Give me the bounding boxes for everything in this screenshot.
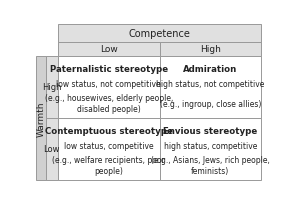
FancyBboxPatch shape [160,118,261,180]
FancyBboxPatch shape [36,57,46,180]
Text: High: High [42,83,61,92]
Text: Envious stereotype: Envious stereotype [163,126,258,135]
Text: low status, competitive: low status, competitive [64,141,154,150]
Text: (e.g., welfare recipients, poor
people): (e.g., welfare recipients, poor people) [52,155,165,175]
Text: Competence: Competence [128,29,191,39]
Text: high status, not competitive: high status, not competitive [156,79,264,88]
FancyBboxPatch shape [58,24,261,43]
Text: low status, not competitive: low status, not competitive [57,79,161,88]
FancyBboxPatch shape [46,118,58,180]
Text: High: High [200,45,221,54]
FancyBboxPatch shape [160,57,261,118]
Text: high status, competitive: high status, competitive [164,141,257,150]
FancyBboxPatch shape [58,118,160,180]
Text: (e.g., ingroup, close allies): (e.g., ingroup, close allies) [160,99,261,108]
FancyBboxPatch shape [46,57,58,118]
Text: Low: Low [100,45,118,54]
Text: (e.g., Asians, Jews, rich people,
feminists): (e.g., Asians, Jews, rich people, femini… [151,155,270,175]
Text: Warmth: Warmth [37,101,46,136]
Text: Low: Low [44,145,60,154]
Text: Contemptuous stereotype: Contemptuous stereotype [45,126,173,135]
FancyBboxPatch shape [58,43,160,57]
Text: (e.g., housewives, elderly people,
disabled people): (e.g., housewives, elderly people, disab… [45,94,173,113]
FancyBboxPatch shape [58,57,160,118]
FancyBboxPatch shape [160,43,261,57]
Text: Admiration: Admiration [183,64,238,73]
Text: Paternalistic stereotype: Paternalistic stereotype [50,64,168,73]
